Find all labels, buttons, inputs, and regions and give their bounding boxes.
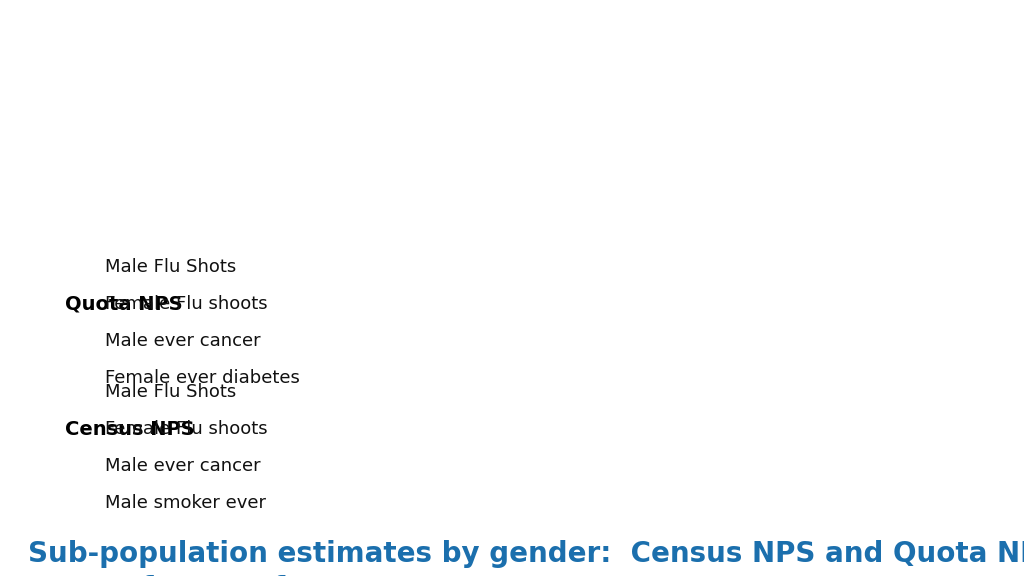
Text: Male ever cancer: Male ever cancer — [105, 457, 261, 475]
Text: Census NPS: Census NPS — [65, 420, 195, 439]
Text: Female Flu shoots: Female Flu shoots — [105, 295, 267, 313]
Text: Male ever cancer: Male ever cancer — [105, 332, 261, 350]
Text: Male Flu Shots: Male Flu Shots — [105, 258, 237, 276]
Text: Sub-population estimates by gender:  Census NPS and Quota NPS both have total
sc: Sub-population estimates by gender: Cens… — [28, 540, 1024, 576]
Text: icfi.com  |  Passion. Expertise.: icfi.com | Passion. Expertise. — [14, 548, 225, 562]
Text: Quota NPS: Quota NPS — [65, 295, 182, 314]
Text: Male Flu Shots: Male Flu Shots — [105, 383, 237, 401]
Text: Female Flu shoots: Female Flu shoots — [105, 420, 267, 438]
Text: Female ever diabetes: Female ever diabetes — [105, 369, 300, 387]
Text: Male smoker ever: Male smoker ever — [105, 494, 266, 512]
Text: Results.: Results. — [225, 548, 288, 562]
